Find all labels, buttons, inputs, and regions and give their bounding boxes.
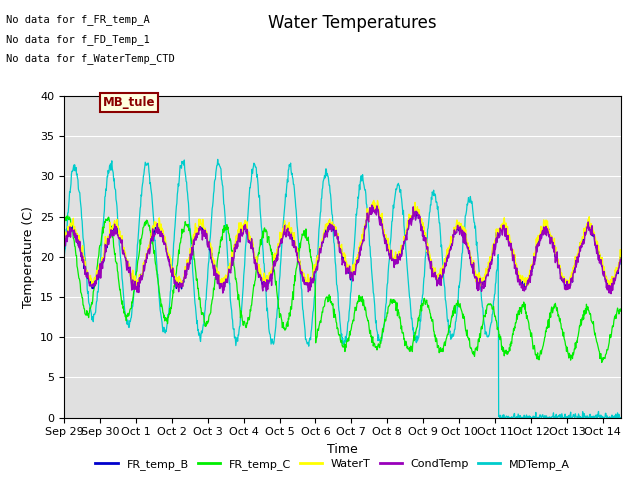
Line: WaterT: WaterT [64,201,621,288]
Line: CondTemp: CondTemp [64,205,621,294]
WaterT [365,218,372,224]
CondTemp [134,280,141,286]
FR_temp_C [365,320,372,326]
Text: No data for f_WaterTemp_CTD: No data for f_WaterTemp_CTD [6,53,175,64]
FR_temp_B [134,279,141,285]
FR_temp_C [154,281,162,287]
FR_temp_C [134,256,142,262]
FR_temp_B [369,201,377,207]
FR_temp_B [353,260,360,265]
FR_temp_C [353,300,361,306]
MDTemp_A [302,336,310,342]
MDTemp_A [617,415,625,420]
FR_temp_C [64,213,72,219]
MDTemp_A [154,271,162,277]
Legend: FR_temp_B, FR_temp_C, WaterT, CondTemp, MDTemp_A: FR_temp_B, FR_temp_C, WaterT, CondTemp, … [91,455,575,474]
FR_temp_C [598,360,605,365]
WaterT [134,277,141,283]
Text: No data for f_FD_Temp_1: No data for f_FD_Temp_1 [6,34,150,45]
FR_temp_C [302,226,310,232]
FR_temp_B [607,288,615,294]
CondTemp [353,262,360,267]
Text: MB_tule: MB_tule [103,96,156,108]
WaterT [60,240,68,246]
MDTemp_A [496,415,504,420]
WaterT [353,256,361,262]
FR_temp_B [617,257,625,263]
Line: MDTemp_A: MDTemp_A [64,159,621,418]
CondTemp [248,236,255,241]
Text: Water Temperatures: Water Temperatures [268,14,436,33]
MDTemp_A [60,262,68,268]
CondTemp [301,281,309,287]
CondTemp [154,231,162,237]
Text: No data for f_FR_temp_A: No data for f_FR_temp_A [6,14,150,25]
MDTemp_A [214,156,221,162]
FR_temp_B [154,227,162,232]
FR_temp_C [617,309,625,314]
MDTemp_A [248,167,256,172]
FR_temp_C [60,219,68,225]
Line: FR_temp_B: FR_temp_B [64,204,621,291]
MDTemp_A [134,239,141,245]
X-axis label: Time: Time [327,443,358,456]
WaterT [248,237,256,243]
Line: FR_temp_C: FR_temp_C [64,216,621,362]
CondTemp [607,291,615,297]
Y-axis label: Temperature (C): Temperature (C) [22,206,35,308]
MDTemp_A [353,206,361,212]
FR_temp_B [301,278,309,284]
FR_temp_B [248,237,255,243]
CondTemp [60,244,68,250]
FR_temp_B [364,215,372,221]
WaterT [154,224,162,230]
FR_temp_C [248,297,256,303]
CondTemp [364,216,372,222]
MDTemp_A [365,224,372,230]
CondTemp [368,202,376,208]
WaterT [219,285,227,291]
WaterT [617,253,625,259]
FR_temp_B [60,243,68,249]
CondTemp [617,258,625,264]
WaterT [302,279,310,285]
WaterT [370,198,378,204]
